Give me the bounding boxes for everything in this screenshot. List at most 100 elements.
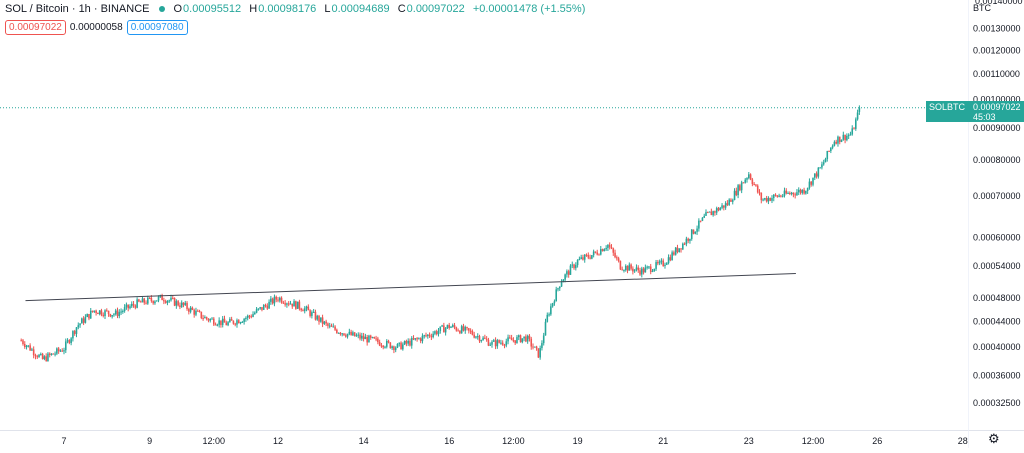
candle-body <box>530 338 533 347</box>
spread-value: 0.00000058 <box>69 22 123 33</box>
candle-body <box>155 300 158 302</box>
candle-body <box>271 298 274 304</box>
time-axis[interactable]: 7 9 12:00 12 14 16 12:00 19 21 23 12:00 26 28 <box>0 430 968 448</box>
candle-body <box>375 338 377 340</box>
candle-body <box>77 325 80 328</box>
candle-body <box>712 211 714 216</box>
candle-body <box>592 251 595 256</box>
candle-body <box>648 266 650 268</box>
low-label: L <box>324 3 331 15</box>
candle-body <box>252 314 254 317</box>
candle-body <box>580 257 582 259</box>
price-axis[interactable]: 0.00140000 BTC 0.00130000 0.00120000 0.00110… <box>968 0 1024 430</box>
candle-body <box>810 181 813 185</box>
price-tick-label: 0.00120000 <box>973 45 1021 55</box>
sell-button[interactable]: 0.00097022 <box>5 20 66 35</box>
trade-buttons: 0.00097022 0.00000058 0.00097080 <box>5 20 188 35</box>
candle-body <box>455 327 458 331</box>
candle-body <box>355 335 358 337</box>
candle-body <box>480 340 483 342</box>
candle-body <box>241 321 244 323</box>
candle-body <box>521 338 524 343</box>
candle-body <box>122 310 124 312</box>
candle-body <box>68 340 71 344</box>
candle-body <box>464 327 467 331</box>
candle-body <box>211 318 213 320</box>
candle-body <box>805 190 807 194</box>
candle-body <box>683 243 686 245</box>
candle-body <box>614 252 616 258</box>
candle-body <box>699 220 702 222</box>
candle-body <box>171 297 174 299</box>
price-tick-label: 0.00080000 <box>973 155 1021 165</box>
candle-body <box>665 263 668 265</box>
candle-body <box>216 324 219 326</box>
candle-body <box>34 355 37 357</box>
candle-body <box>186 302 188 309</box>
candle-body <box>330 325 333 327</box>
candle-body <box>81 318 83 324</box>
candle-body <box>756 185 759 193</box>
candlestick-chart[interactable] <box>0 0 968 430</box>
candle-body <box>717 208 720 211</box>
candle-body <box>402 344 404 350</box>
candle-body <box>72 331 74 339</box>
candle-body <box>334 326 336 330</box>
candle-body <box>337 332 340 334</box>
chart-pane[interactable]: SOL / Bitcoin · 1h · BINANCE O0.00095512… <box>0 0 968 430</box>
candle-body <box>824 158 827 163</box>
candle-body <box>728 199 730 205</box>
candle-body <box>491 341 493 345</box>
candle-body <box>792 192 795 195</box>
candle-body <box>772 194 775 199</box>
candle-body <box>79 323 81 326</box>
candle-body <box>250 316 253 318</box>
candle-body <box>91 310 94 312</box>
time-tick-label: 7 <box>61 436 66 446</box>
candle-body <box>223 318 226 323</box>
candle-body <box>328 325 331 327</box>
candle-body <box>129 306 131 309</box>
symbol-title[interactable]: SOL / Bitcoin · 1h · BINANCE <box>5 3 150 15</box>
candle-body <box>644 267 647 273</box>
candle-body <box>380 345 383 347</box>
candle-body <box>139 301 142 303</box>
candle-body <box>118 312 121 317</box>
candle-body <box>270 298 272 302</box>
candle-body <box>835 141 837 144</box>
price-tick-label: 0.00070000 <box>973 191 1021 201</box>
candle-body <box>61 350 64 352</box>
candle-body <box>295 301 297 309</box>
open-label: O <box>173 3 183 15</box>
gear-icon[interactable]: ⚙ <box>988 431 1000 446</box>
buy-button[interactable]: 0.00097080 <box>126 20 188 35</box>
candle-body <box>484 337 486 339</box>
candle-body <box>501 342 504 345</box>
candle-body <box>566 271 568 275</box>
candle-body <box>844 134 846 141</box>
candle-body <box>653 268 656 272</box>
candle-body <box>188 308 190 312</box>
candle-body <box>350 331 352 336</box>
candle-body <box>594 251 597 253</box>
candle-body <box>371 337 374 339</box>
candle-body <box>646 266 648 268</box>
candle-body <box>851 128 854 135</box>
candle-body <box>619 260 622 270</box>
candle-body <box>544 321 547 336</box>
candle-body <box>706 212 709 214</box>
candle-body <box>714 211 716 213</box>
candle-body <box>54 353 56 355</box>
candle-body <box>815 173 818 177</box>
candle-body <box>147 297 149 304</box>
candle-body <box>236 320 238 325</box>
candle-body <box>302 310 304 312</box>
candle-body <box>88 314 90 319</box>
candle-body <box>550 306 552 315</box>
candle-body <box>296 301 299 309</box>
candle-body <box>435 331 438 335</box>
candle-body <box>343 333 345 336</box>
candle-body <box>443 325 445 333</box>
candle-body <box>266 305 269 309</box>
candle-body <box>453 325 456 328</box>
